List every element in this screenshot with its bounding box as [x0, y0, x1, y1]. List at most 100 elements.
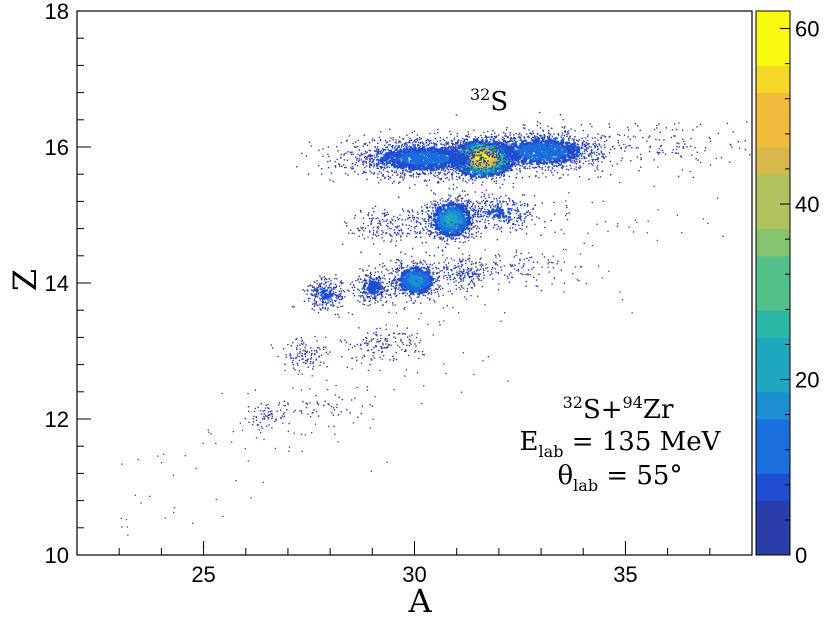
- heatmap-cell: [691, 154, 693, 156]
- heatmap-cell: [454, 157, 456, 159]
- heatmap-cell: [543, 160, 546, 163]
- heatmap-cell: [506, 142, 509, 144]
- heatmap-cell: [573, 141, 575, 144]
- heatmap-cell: [416, 134, 419, 136]
- heatmap-cell: [455, 144, 457, 147]
- heatmap-cell: [371, 140, 374, 142]
- heatmap-cell: [452, 143, 454, 146]
- heatmap-cell: [473, 156, 475, 158]
- heatmap-cell: [474, 141, 478, 145]
- heatmap-cell: [466, 142, 468, 144]
- heatmap-cell: [377, 182, 380, 184]
- heatmap-cell: [519, 139, 521, 142]
- heatmap-cell: [639, 129, 641, 132]
- heatmap-cell: [481, 145, 483, 148]
- heatmap-cell: [327, 167, 330, 169]
- heatmap-cell: [401, 162, 405, 165]
- heatmap-cell: [387, 154, 390, 157]
- heatmap-cell: [469, 160, 472, 163]
- heatmap-cell: [471, 151, 474, 154]
- heatmap-cell: [418, 173, 420, 175]
- heatmap-cell: [505, 164, 508, 168]
- heatmap-cell: [475, 160, 478, 164]
- heatmap-cell: [471, 152, 473, 154]
- heatmap-cell: [480, 160, 484, 164]
- heatmap-cell: [463, 140, 465, 142]
- heatmap-cell: [508, 161, 511, 163]
- heatmap-cell: [360, 153, 363, 155]
- heatmap-cell: [509, 158, 511, 160]
- heatmap-cell: [464, 160, 468, 163]
- heatmap-cell: [487, 154, 489, 157]
- heatmap-cell: [575, 152, 578, 155]
- heatmap-cell: [327, 146, 330, 148]
- heatmap-cell: [373, 150, 376, 152]
- heatmap-cell: [517, 156, 520, 159]
- heatmap-cell: [682, 147, 684, 149]
- heatmap-cell: [533, 154, 536, 157]
- heatmap-cell: [581, 157, 583, 160]
- heatmap-cell: [428, 164, 431, 168]
- heatmap-cell: [429, 167, 432, 170]
- heatmap-cell: [483, 162, 485, 164]
- heatmap-cell: [348, 135, 351, 137]
- heatmap-cell: [464, 174, 466, 177]
- heatmap-cell: [528, 136, 530, 139]
- heatmap-cell: [562, 139, 565, 141]
- heatmap-cell: [480, 170, 482, 172]
- heatmap-cell: [670, 136, 672, 139]
- heatmap-cell: [609, 148, 612, 151]
- heatmap-cell: [563, 130, 566, 132]
- heatmap-cell: [692, 176, 695, 179]
- heatmap-cell: [480, 176, 482, 179]
- heatmap-cell: [551, 135, 553, 137]
- heatmap-cell: [504, 140, 506, 142]
- heatmap-cell: [428, 161, 431, 164]
- heatmap-cell: [491, 159, 494, 163]
- heatmap-cell: [584, 152, 586, 155]
- heatmap-cell: [404, 153, 408, 157]
- heatmap-cell: [512, 164, 514, 166]
- heatmap-cell: [415, 152, 418, 155]
- heatmap-cell: [439, 172, 441, 174]
- heatmap-cell: [657, 153, 660, 155]
- heatmap-cell: [485, 157, 487, 160]
- heatmap-cell: [587, 144, 589, 146]
- heatmap-cell: [425, 162, 429, 165]
- heatmap-cell: [405, 146, 407, 148]
- heatmap-cell: [436, 148, 439, 151]
- heatmap-cell: [381, 159, 384, 162]
- heatmap-cell: [488, 148, 490, 150]
- heatmap-cell: [484, 135, 487, 137]
- heatmap-cell: [551, 153, 554, 156]
- heatmap-cell: [593, 145, 596, 147]
- heatmap-cell: [373, 172, 376, 174]
- heatmap-cell: [497, 160, 499, 163]
- heatmap-cell: [473, 169, 477, 172]
- heatmap-cell: [409, 138, 411, 140]
- heatmap-cell: [564, 158, 567, 162]
- heatmap-cell: [518, 136, 521, 138]
- heatmap-cell: [513, 145, 517, 148]
- heatmap-cell: [436, 140, 439, 143]
- heatmap-cell: [512, 159, 514, 161]
- heatmap-cell: [350, 153, 353, 156]
- heatmap-cell: [459, 194, 461, 196]
- heatmap-cell: [447, 147, 449, 149]
- heatmap-cell: [442, 138, 445, 140]
- heatmap-cell: [547, 150, 550, 153]
- heatmap-cell: [586, 142, 588, 145]
- heatmap-cell: [566, 133, 568, 136]
- heatmap-cell: [629, 144, 631, 147]
- heatmap-cell: [557, 146, 561, 149]
- heatmap-cell: [531, 139, 534, 142]
- heatmap-cell: [496, 144, 498, 146]
- heatmap-cell: [450, 133, 452, 136]
- heatmap-cell: [474, 151, 476, 153]
- heatmap-cell: [296, 166, 298, 168]
- heatmap-cell: [336, 158, 338, 161]
- heatmap-cell: [683, 140, 685, 143]
- heatmap-cell: [478, 151, 482, 154]
- heatmap-cell: [490, 153, 492, 156]
- heatmap-cell: [468, 148, 470, 150]
